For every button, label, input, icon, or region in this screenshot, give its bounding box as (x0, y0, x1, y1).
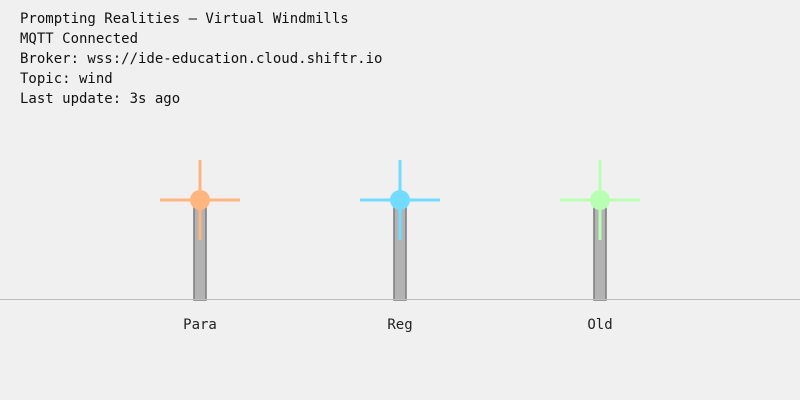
broker-address: Broker: wss://ide-education.cloud.shiftr… (20, 51, 383, 67)
windmill-label-reg: Reg (387, 317, 413, 333)
windmill-hub (590, 190, 610, 210)
windmill-label-para: Para (183, 317, 217, 333)
windmill-label-old: Old (587, 317, 613, 333)
page-title: Prompting Realities — Virtual Windmills (20, 11, 349, 27)
windmill-para (160, 160, 240, 301)
connection-status: MQTT Connected (20, 31, 139, 47)
windmill-hub (190, 190, 210, 210)
ground-line (0, 299, 800, 300)
last-update-label: Last update: 3s ago (20, 91, 181, 107)
topic-label: Topic: wind (20, 71, 113, 87)
windmill-old (560, 160, 640, 301)
status-panel: Prompting Realities — Virtual Windmills … (20, 9, 382, 109)
windmill-reg (360, 160, 440, 301)
windmill-hub (390, 190, 410, 210)
